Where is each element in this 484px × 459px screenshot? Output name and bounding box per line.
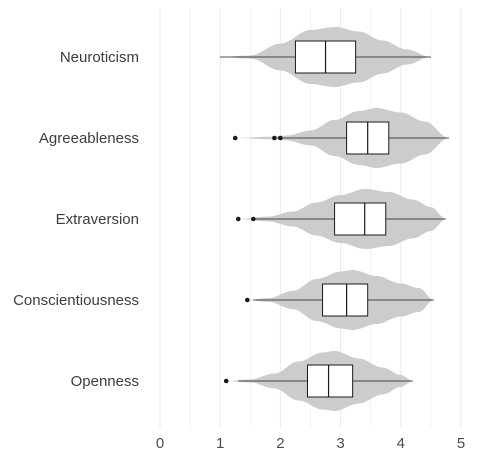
x-tick-label: 4 (397, 435, 405, 452)
outlier-point (223, 378, 229, 384)
outlier-point (244, 297, 250, 303)
category-labels: Neuroticism Agreeableness Extraversion Cons… (13, 49, 139, 390)
outlier-point (251, 216, 256, 222)
outlier-point (235, 216, 241, 222)
outlier-point (272, 135, 277, 141)
outlier-point (278, 135, 283, 141)
x-tick-label: 3 (336, 435, 344, 452)
category-label-neuroticism: Neuroticism (60, 49, 139, 66)
x-tick-label: 5 (457, 435, 465, 452)
x-axis-tick-labels: 0 1 2 3 4 5 (156, 435, 465, 452)
outlier-point (232, 135, 238, 141)
x-tick-label: 2 (276, 435, 284, 452)
category-label-extraversion: Extraversion (56, 211, 139, 228)
category-label-conscientiousness: Conscientiousness (13, 292, 139, 309)
box-iqr (306, 364, 354, 398)
box-iqr (322, 283, 369, 317)
category-label-openness: Openness (71, 373, 139, 390)
x-tick-label: 1 (216, 435, 224, 452)
category-label-agreeableness: Agreeableness (39, 130, 139, 147)
x-tick-label: 0 (156, 435, 164, 452)
box-iqr (334, 202, 387, 236)
boxplots (220, 40, 449, 398)
